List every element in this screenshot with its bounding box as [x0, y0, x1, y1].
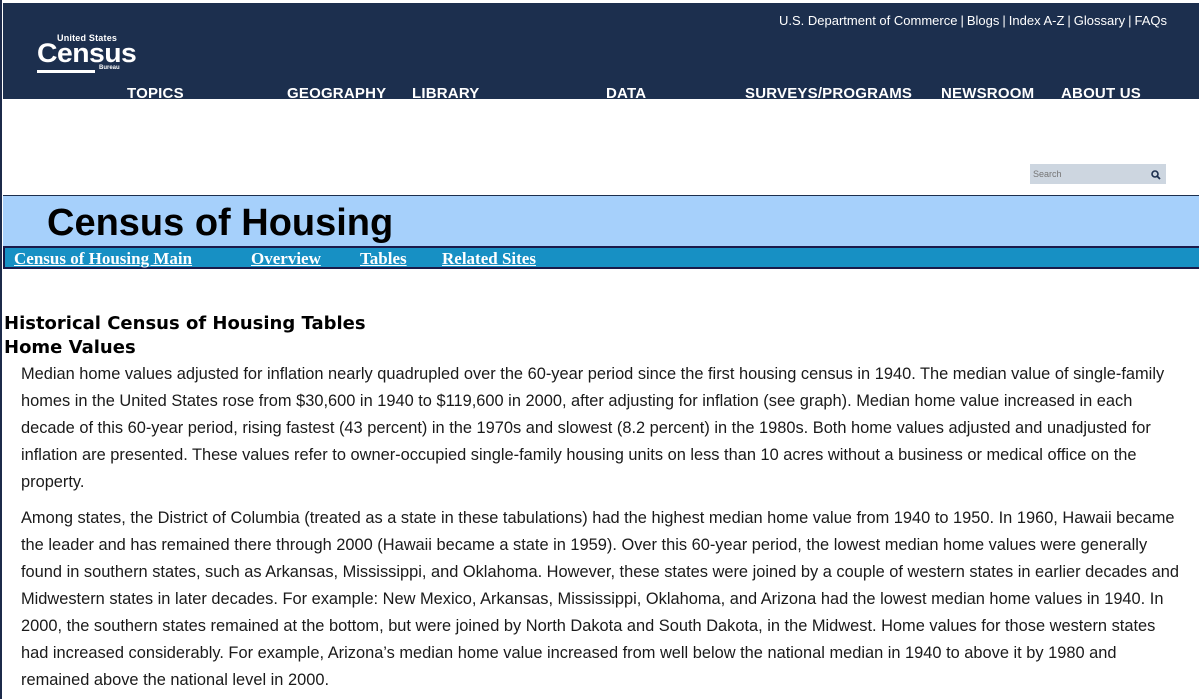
nav-geography[interactable]: GEOGRAPHY — [287, 85, 387, 102]
link-faqs[interactable]: FAQs — [1134, 13, 1167, 28]
page-banner: Census of Housing — [3, 196, 1199, 246]
nav-newsroom[interactable]: NEWSROOM — [941, 85, 1035, 102]
logo-top-text: United States — [57, 33, 118, 43]
section-subnav: Census of Housing Main Overview Tables R… — [3, 246, 1199, 269]
search-box — [1030, 164, 1166, 184]
link-dept-commerce[interactable]: U.S. Department of Commerce — [779, 13, 958, 28]
census-logo[interactable]: United States Census Bureau — [37, 33, 137, 75]
site-header: United States Census Bureau U.S. Departm… — [3, 3, 1199, 102]
separator: | — [960, 13, 964, 28]
search-input[interactable] — [1030, 164, 1140, 184]
separator: | — [1067, 13, 1071, 28]
logo-main-text: Census — [37, 38, 137, 68]
left-edge-strip — [0, 0, 2, 699]
logo-sub-text: Bureau — [99, 65, 120, 71]
subnav-tables[interactable]: Tables — [360, 249, 407, 268]
separator: | — [1128, 13, 1132, 28]
paragraph: Among states, the District of Columbia (… — [21, 509, 1179, 689]
search-icon[interactable] — [1150, 168, 1162, 180]
nav-about-us[interactable]: ABOUT US — [1061, 85, 1141, 102]
nav-topics[interactable]: TOPICS — [127, 85, 184, 102]
logo-underline — [37, 70, 95, 73]
section-heading: Historical Census of Housing Tables — [4, 313, 366, 334]
utility-links: U.S. Department of Commerce | Blogs | Index … — [779, 13, 1167, 28]
nav-library[interactable]: LIBRARY — [412, 85, 480, 102]
link-index-az[interactable]: Index A-Z — [1008, 13, 1065, 28]
nav-data[interactable]: DATA — [606, 85, 647, 102]
section-subheading: Home Values — [4, 337, 136, 358]
link-glossary[interactable]: Glossary — [1073, 13, 1126, 28]
nav-surveys-programs[interactable]: SURVEYS/PROGRAMS — [745, 85, 913, 102]
page-title: Census of Housing — [47, 202, 394, 244]
link-blogs[interactable]: Blogs — [966, 13, 1000, 28]
subnav-overview[interactable]: Overview — [251, 249, 321, 268]
subnav-related-sites[interactable]: Related Sites — [442, 249, 536, 268]
separator: | — [1002, 13, 1006, 28]
paragraph: Median home values adjusted for inflatio… — [21, 365, 1165, 491]
banner-top-rule — [3, 195, 1199, 196]
subnav-census-housing-main[interactable]: Census of Housing Main — [14, 249, 193, 268]
